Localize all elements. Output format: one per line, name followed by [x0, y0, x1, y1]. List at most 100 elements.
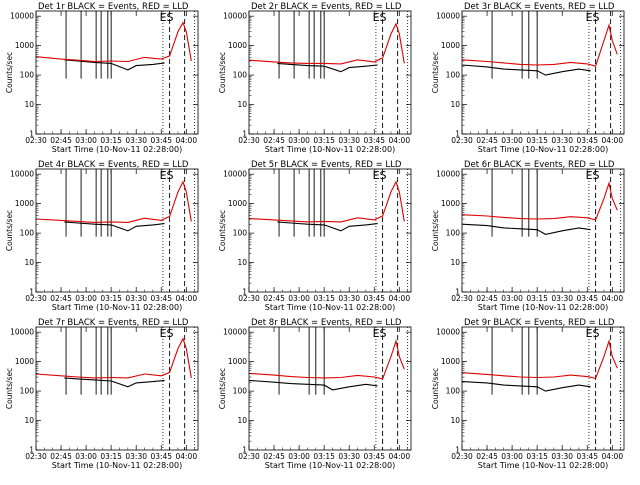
x-tick-label: 03:45 [576, 452, 598, 461]
y-tick-label: 100 [233, 387, 248, 396]
x-tick-label: 02:30 [451, 136, 473, 145]
x-tick-label: 03:15 [313, 136, 335, 145]
x-tick-label: 03:00 [288, 452, 310, 461]
x-tick-label: 03:00 [501, 294, 523, 303]
y-tick-label: 1 [455, 130, 460, 139]
x-tick-label: 03:45 [150, 294, 172, 303]
y-tick-label: 10000 [223, 12, 247, 21]
x-tick-label: 02:30 [238, 294, 260, 303]
event-marker-label: ES [373, 11, 387, 24]
y-tick-label: 1000 [228, 199, 247, 208]
x-tick-label: 02:45 [476, 452, 498, 461]
y-tick-label: 1 [29, 288, 34, 297]
x-tick-label: 02:45 [50, 452, 72, 461]
series-events-line [64, 377, 165, 388]
x-tick-label: 03:45 [363, 136, 385, 145]
x-tick-label: 02:30 [25, 136, 47, 145]
series-events-line [64, 59, 165, 71]
x-axis-label: Start Time (10-Nov-11 02:28:00) [478, 145, 608, 154]
plot-frame [35, 168, 199, 293]
y-axis-label: Counts/sec [431, 210, 440, 251]
y-tick-label: 10000 [10, 170, 34, 179]
x-tick-label: 03:45 [576, 294, 598, 303]
x-tick-label: 03:30 [125, 136, 147, 145]
series-lld-line [248, 180, 405, 223]
y-axis-label: Counts/sec [218, 52, 227, 93]
y-tick-label: 1000 [441, 199, 460, 208]
plot-frame [461, 10, 625, 135]
event-marker-label: ES [586, 11, 600, 24]
x-tick-label: 02:30 [238, 452, 260, 461]
x-tick-label: 03:15 [313, 452, 335, 461]
y-tick-label: 1 [242, 288, 247, 297]
x-tick-label: 03:30 [551, 452, 573, 461]
y-tick-label: 1 [242, 130, 247, 139]
y-tick-label: 10000 [436, 328, 460, 337]
series-lld-line [35, 337, 192, 379]
x-tick-label: 02:45 [263, 294, 285, 303]
series-events-line [277, 62, 378, 73]
y-tick-label: 1000 [15, 41, 34, 50]
y-tick-label: 1 [242, 446, 247, 455]
series-lld-line [35, 21, 192, 63]
y-axis-label: Counts/sec [218, 210, 227, 251]
y-axis-label: Counts/sec [431, 368, 440, 409]
series-lld-line [461, 180, 618, 221]
y-tick-label: 1 [29, 130, 34, 139]
chart-title: Det 2r BLACK = Events, RED = LLD [251, 2, 402, 12]
x-tick-label: 03:15 [526, 136, 548, 145]
y-tick-label: 100 [20, 71, 35, 80]
y-tick-label: 10000 [223, 170, 247, 179]
x-tick-label: 03:00 [75, 294, 97, 303]
y-tick-label: 10 [24, 258, 34, 267]
y-tick-label: 1000 [441, 41, 460, 50]
y-tick-label: 100 [20, 229, 35, 238]
chart-title: Det 3r BLACK = Events, RED = LLD [464, 2, 615, 12]
x-tick-label: 04:00 [175, 452, 197, 461]
y-axis-label: Counts/sec [431, 52, 440, 93]
series-lld-line [35, 180, 192, 223]
x-tick-label: 03:15 [526, 294, 548, 303]
x-tick-label: 04:00 [175, 136, 197, 145]
x-tick-label: 03:00 [75, 136, 97, 145]
plot-frame [35, 10, 199, 135]
x-tick-label: 02:30 [25, 452, 47, 461]
x-tick-label: 03:30 [125, 294, 147, 303]
y-tick-label: 10 [237, 258, 247, 267]
x-tick-label: 03:15 [526, 452, 548, 461]
y-tick-label: 1 [455, 446, 460, 455]
y-tick-label: 100 [446, 71, 461, 80]
x-tick-label: 03:00 [288, 294, 310, 303]
y-tick-label: 10 [237, 416, 247, 425]
x-tick-label: 03:45 [363, 294, 385, 303]
y-tick-label: 10 [450, 100, 460, 109]
x-tick-label: 03:00 [75, 452, 97, 461]
chart-title: Det 8r BLACK = Events, RED = LLD [251, 318, 402, 328]
chart-title: Det 9r BLACK = Events, RED = LLD [464, 318, 615, 328]
chart-title: Det 5r BLACK = Events, RED = LLD [251, 160, 402, 170]
x-tick-label: 02:45 [50, 294, 72, 303]
y-axis-label: Counts/sec [5, 368, 14, 409]
x-tick-label: 03:15 [100, 294, 122, 303]
x-tick-label: 02:30 [25, 294, 47, 303]
y-tick-label: 10000 [436, 12, 460, 21]
x-tick-label: 03:30 [338, 136, 360, 145]
x-tick-label: 02:30 [238, 136, 260, 145]
series-events-line [277, 221, 378, 232]
y-tick-label: 10000 [436, 170, 460, 179]
plot-frame [248, 168, 412, 293]
x-tick-label: 03:15 [100, 136, 122, 145]
series-events-line [461, 223, 591, 235]
y-tick-label: 1000 [441, 357, 460, 366]
x-tick-label: 04:00 [388, 136, 410, 145]
y-tick-label: 1000 [228, 41, 247, 50]
x-tick-label: 02:45 [476, 294, 498, 303]
y-tick-label: 100 [20, 387, 35, 396]
series-events-line [461, 381, 591, 392]
